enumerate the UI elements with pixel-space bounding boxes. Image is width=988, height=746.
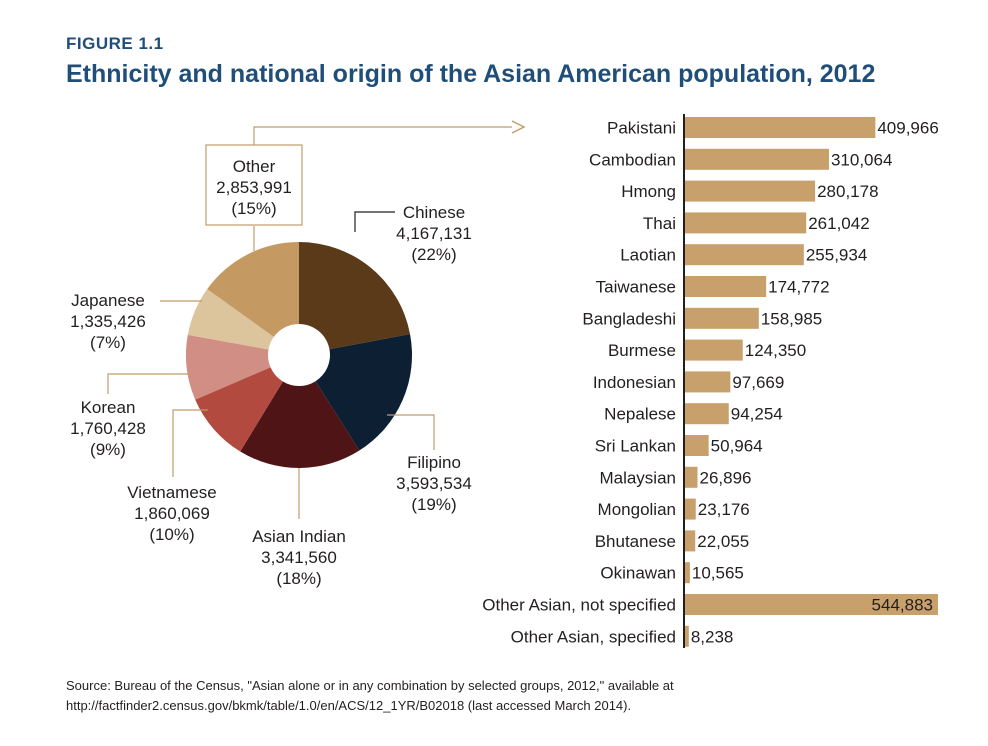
- bar-value-thai: 261,042: [808, 214, 869, 233]
- bar-thai: [685, 212, 807, 234]
- bar-label-bhutanese: Bhutanese: [595, 532, 676, 551]
- bar-pakistani: [685, 117, 876, 138]
- source-line-1: Source: Bureau of the Census, "Asian alo…: [66, 678, 674, 693]
- source-line-2: http://factfinder2.census.gov/bkmk/table…: [66, 698, 632, 713]
- bar-burmese: [685, 339, 743, 361]
- bar-label-okinawan: Okinawan: [600, 564, 676, 583]
- bar-hmong: [685, 180, 816, 202]
- bar-value-taiwanese: 174,772: [768, 278, 829, 297]
- bar-okinawan: [685, 562, 690, 584]
- bar-label-thai: Thai: [643, 214, 676, 233]
- pie-label-filipino-value: 3,593,534: [396, 474, 472, 493]
- bar-value-cambodian: 310,064: [831, 150, 892, 169]
- pie-slice-korean: [185, 334, 271, 400]
- pie-label-other-value: 2,853,991: [216, 178, 292, 197]
- pie-label-vietnamese-value: 1,860,069: [134, 504, 210, 523]
- bar-label-laotian: Laotian: [620, 246, 676, 265]
- pie-label-chinese-percent: (22%): [411, 245, 456, 264]
- pie-label-filipino-name: Filipino: [407, 453, 461, 472]
- leader-line-filipino: [387, 414, 435, 450]
- bar-nepalese: [685, 403, 729, 425]
- pie-label-filipino-percent: (19%): [411, 495, 456, 514]
- pie-label-vietnamese-percent: (10%): [149, 525, 194, 544]
- bar-label-nepalese: Nepalese: [604, 405, 676, 424]
- bar-other-asian-not-specified: [685, 594, 938, 615]
- bar-label-other-asian-specified: Other Asian, specified: [511, 627, 676, 646]
- bar-value-laotian: 255,934: [806, 246, 867, 265]
- bar-malaysian: [685, 466, 698, 488]
- pie-label-japanese-percent: (7%): [90, 333, 126, 352]
- pie-slice-asian-indian: [240, 381, 360, 468]
- other-connector-line: [253, 126, 512, 145]
- pie-label-other-name: Other: [233, 157, 276, 176]
- pie-label-asian-indian-name: Asian Indian: [252, 527, 346, 546]
- bar-value-bhutanese: 22,055: [697, 532, 749, 551]
- pie-slice-vietnamese: [195, 367, 283, 452]
- pie-label-chinese-name: Chinese: [403, 203, 465, 222]
- bar-value-nepalese: 94,254: [731, 405, 783, 424]
- bar-label-pakistani: Pakistani: [607, 119, 676, 138]
- pie-label-asian-indian-percent: (18%): [276, 569, 321, 588]
- bar-value-other-asian-not-specified: 544,883: [872, 596, 933, 615]
- pie-label-japanese-value: 1,335,426: [70, 312, 146, 331]
- leader-line-korean: [107, 373, 189, 394]
- leader-line-chinese: [354, 211, 395, 232]
- bar-bhutanese: [685, 530, 696, 552]
- pie-slice-filipino: [315, 334, 412, 451]
- bar-laotian: [685, 244, 804, 266]
- bar-bangladeshi: [685, 307, 759, 329]
- bar-value-burmese: 124,350: [745, 341, 806, 360]
- pie-slice-chinese: [299, 242, 411, 350]
- bar-label-malaysian: Malaysian: [599, 468, 676, 487]
- figure-title: Ethnicity and national origin of the Asi…: [66, 60, 876, 88]
- pie-label-other-percent: (15%): [231, 199, 276, 218]
- source-note: Source: Bureau of the Census, "Asian alo…: [66, 676, 946, 716]
- bar-sri-lankan: [685, 435, 709, 456]
- bar-value-pakistani: 409,966: [877, 119, 938, 138]
- donut-chart: [185, 242, 412, 468]
- pie-slice-other: [207, 242, 299, 337]
- bar-chart: Pakistani 409,966 Cambodian 310,064 Hmong 280…: [482, 114, 939, 648]
- bar-label-burmese: Burmese: [608, 341, 676, 360]
- bar-indonesian: [685, 371, 731, 393]
- pie-label-asian-indian-value: 3,341,560: [261, 548, 337, 567]
- bar-label-cambodian: Cambodian: [589, 150, 676, 169]
- bar-other-asian-specified: [685, 625, 689, 647]
- bar-value-hmong: 280,178: [817, 182, 878, 201]
- pie-slice-japanese: [187, 289, 274, 350]
- bar-label-other-asian-not-specified: Other Asian, not specified: [482, 596, 676, 615]
- pie-label-korean-value: 1,760,428: [70, 419, 146, 438]
- bar-cambodian: [685, 148, 829, 170]
- bar-value-bangladeshi: 158,985: [761, 309, 822, 328]
- bar-taiwanese: [685, 276, 767, 297]
- pie-label-korean-percent: (9%): [90, 440, 126, 459]
- pie-label-vietnamese-name: Vietnamese: [127, 483, 216, 502]
- bar-label-mongolian: Mongolian: [598, 500, 676, 519]
- bar-value-malaysian: 26,896: [699, 468, 751, 487]
- connector-arrowhead: [511, 120, 526, 134]
- bar-label-bangladeshi: Bangladeshi: [582, 309, 676, 328]
- pie-label-korean-name: Korean: [81, 398, 136, 417]
- pie-label-japanese-name: Japanese: [71, 291, 145, 310]
- bar-label-indonesian: Indonesian: [593, 373, 676, 392]
- bar-label-hmong: Hmong: [621, 182, 676, 201]
- bar-label-sri-lankan: Sri Lankan: [595, 437, 676, 456]
- pie-label-chinese-value: 4,167,131: [396, 224, 472, 243]
- bar-value-mongolian: 23,176: [698, 500, 750, 519]
- bar-label-taiwanese: Taiwanese: [596, 278, 676, 297]
- bar-mongolian: [685, 498, 696, 520]
- donut-labels: Chinese 4,167,131 (22%) Filipino 3,593,534 (1…: [70, 120, 526, 588]
- figure-label: FIGURE 1.1: [66, 34, 164, 53]
- bar-value-sri-lankan: 50,964: [711, 437, 763, 456]
- leader-line-vietnamese: [172, 409, 208, 477]
- bar-value-other-asian-specified: 8,238: [691, 627, 734, 646]
- bar-value-okinawan: 10,565: [692, 564, 744, 583]
- bar-value-indonesian: 97,669: [732, 373, 784, 392]
